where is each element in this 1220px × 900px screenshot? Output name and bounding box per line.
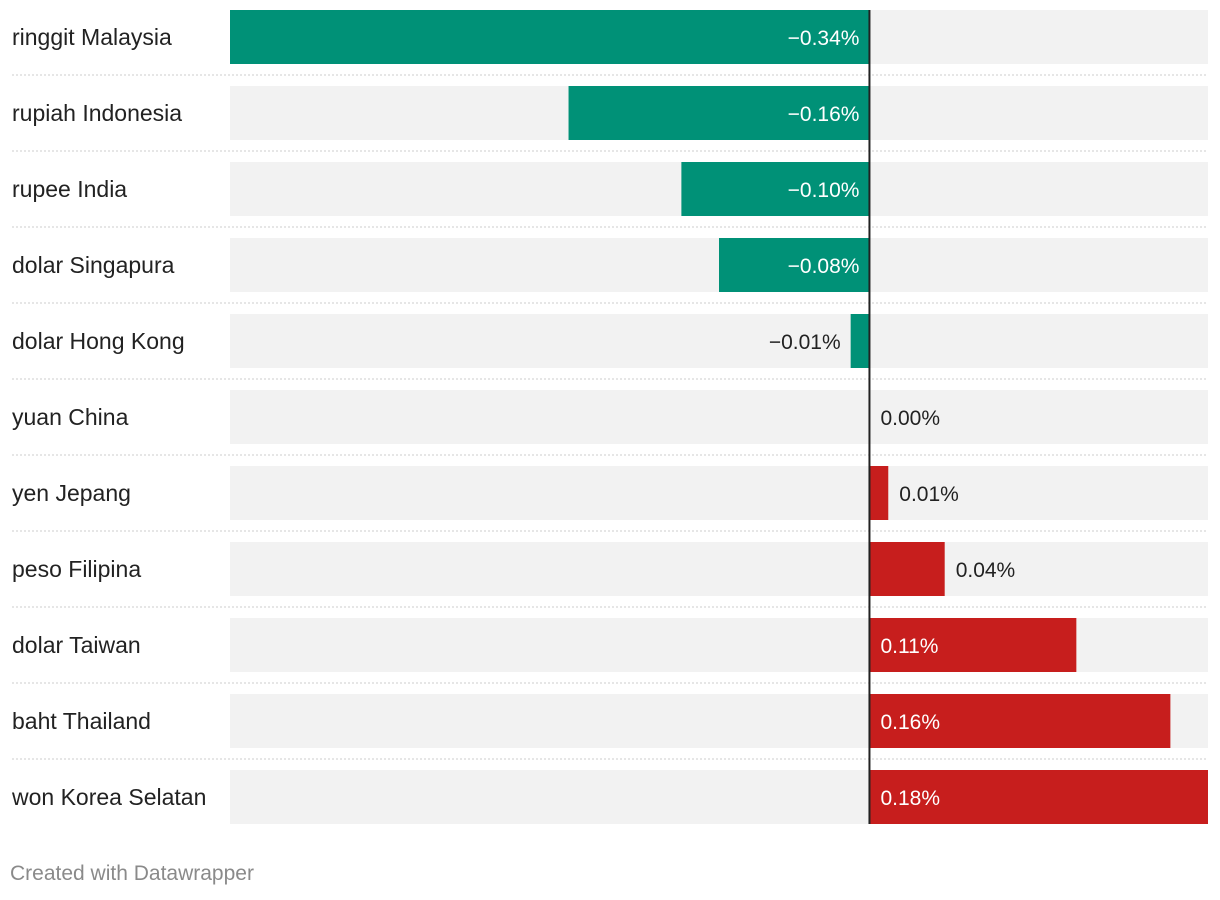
value-label: −0.34%: [788, 27, 860, 50]
category-label: yen Jepang: [12, 480, 131, 506]
value-label: 0.18%: [880, 787, 940, 810]
negative-bar: [681, 162, 870, 216]
bar-track: [230, 466, 1208, 520]
value-label: 0.00%: [880, 407, 940, 430]
positive-bar: [869, 618, 1077, 672]
positive-bar: [869, 542, 945, 596]
value-label: −0.16%: [788, 103, 860, 126]
value-label: 0.01%: [899, 483, 959, 506]
value-label: −0.10%: [788, 179, 860, 202]
value-label: 0.04%: [956, 559, 1016, 582]
category-label: dolar Hong Kong: [12, 328, 185, 354]
category-label: rupee India: [12, 176, 127, 202]
category-label: dolar Taiwan: [12, 632, 141, 658]
bar-track: [230, 314, 1208, 368]
negative-bar: [850, 314, 870, 368]
value-label: 0.11%: [880, 635, 938, 658]
negative-bar: [230, 10, 870, 64]
bar-chart: ringgit Malaysia −0.34% rupiah Indonesia −0…: [11, 10, 1208, 824]
category-label: yuan China: [12, 404, 129, 430]
positive-bar: [869, 770, 1208, 824]
category-label: won Korea Selatan: [11, 784, 206, 810]
value-label: −0.01%: [769, 331, 841, 354]
value-label: 0.16%: [880, 711, 940, 734]
category-label: baht Thailand: [12, 708, 151, 734]
value-label: −0.08%: [788, 255, 860, 278]
bar-track: [230, 542, 1208, 596]
positive-bar: [869, 694, 1171, 748]
negative-bar: [568, 86, 870, 140]
category-label: ringgit Malaysia: [12, 24, 172, 50]
chart-credit[interactable]: Created with Datawrapper: [10, 862, 254, 885]
category-label: peso Filipina: [12, 556, 141, 582]
category-label: dolar Singapura: [12, 252, 175, 278]
positive-bar: [869, 466, 889, 520]
bar-track: [230, 390, 1208, 444]
negative-bar: [719, 238, 870, 292]
category-label: rupiah Indonesia: [12, 100, 182, 126]
